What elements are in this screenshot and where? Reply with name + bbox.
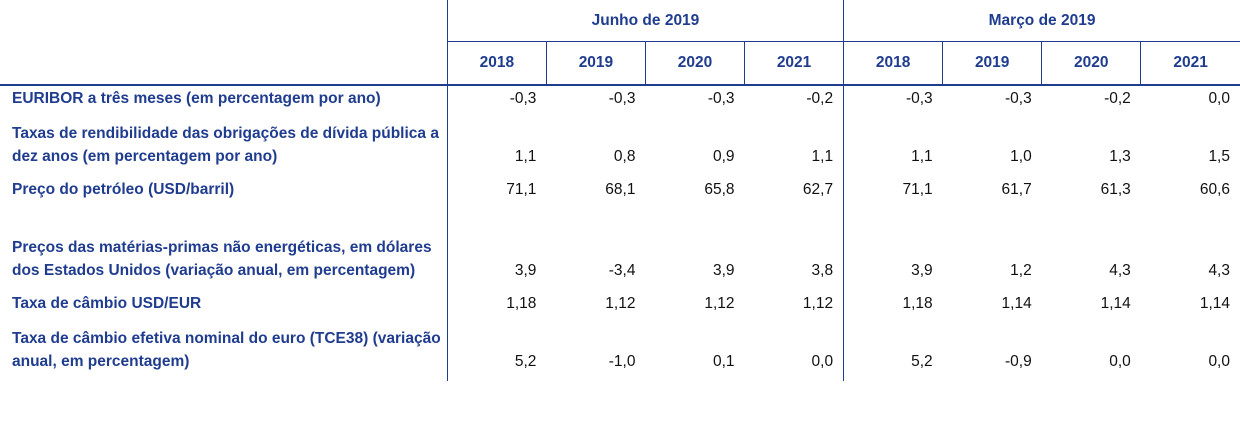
corner-cell (0, 0, 447, 42)
cell-value: 1,5 (1208, 148, 1230, 165)
cell-value: 60,6 (1199, 181, 1230, 198)
cell-value: 71,1 (843, 176, 943, 209)
cell-value: 1,18 (843, 290, 943, 323)
group-header-march-2019: Março de 2019 (843, 0, 1240, 42)
cell-value: 61,3 (1100, 181, 1131, 198)
cell-value: -0,3 (843, 85, 943, 118)
row-label: Taxa de câmbio efetiva nominal do euro (… (0, 323, 448, 381)
cell-value: 3,9 (712, 262, 735, 279)
cell-value: 0,8 (613, 148, 636, 165)
cell-value: 62,7 (802, 181, 834, 198)
cell-value: -3,4 (608, 262, 636, 279)
year-corner-cell (0, 41, 448, 86)
cell-value: 3,9 (843, 209, 943, 290)
year-header: 2019 (545, 41, 646, 86)
cell-value: 0,0 (1208, 353, 1230, 370)
year-header: 2018 (446, 41, 547, 86)
cell-value: 3,8 (811, 262, 834, 279)
cell-value: 0,0 (1208, 90, 1230, 107)
cell-value: 0,9 (712, 148, 735, 165)
cell-value: -0,3 (509, 90, 537, 107)
year-header: 2021 (1140, 41, 1240, 86)
cell-value: 0,1 (712, 353, 735, 370)
cell-value: 1,1 (811, 148, 834, 165)
table-row: Taxa de câmbio efetiva nominal do euro (… (0, 323, 1240, 381)
cell-value: 1,14 (1001, 295, 1032, 312)
cell-value: -0,3 (1005, 90, 1032, 107)
cell-value: 0,0 (1109, 353, 1131, 370)
cell-value: 61,7 (1001, 181, 1032, 198)
cell-value: -0,2 (806, 90, 834, 107)
cell-value: 1,0 (1010, 148, 1032, 165)
cell-value: -0,2 (1104, 90, 1131, 107)
cell-value: 1,14 (1100, 295, 1131, 312)
year-header-row: 2018 2019 2020 2021 2018 2019 2020 2021 (0, 41, 1240, 86)
year-header: 2018 (843, 41, 943, 86)
cell-value: 68,1 (605, 181, 636, 198)
cell-value: 4,3 (1208, 262, 1230, 279)
cell-value: 5,2 (514, 353, 537, 370)
cell-value: 5,2 (843, 323, 943, 381)
cell-value: -0,3 (608, 90, 636, 107)
cell-value: 1,1 (843, 118, 943, 176)
cell-value: 1,12 (605, 295, 636, 312)
year-header: 2020 (644, 41, 745, 86)
cell-value: -1,0 (608, 353, 636, 370)
cell-value: -0,9 (1005, 353, 1032, 370)
table-row: Taxa de câmbio USD/EUR 1,18 1,12 1,12 1,… (0, 290, 1240, 323)
cell-value: 1,18 (506, 295, 537, 312)
cell-value: 1,3 (1109, 148, 1131, 165)
cell-value: 1,14 (1199, 295, 1230, 312)
row-label: Preço do petróleo (USD/barril) (0, 176, 448, 209)
group-header-june-2019: Junho de 2019 (446, 0, 844, 42)
cell-value: 4,3 (1109, 262, 1131, 279)
cell-value: 1,12 (802, 295, 834, 312)
table-row: EURIBOR a três meses (em percentagem por… (0, 85, 1240, 118)
table-row: Preços das matérias-primas não energétic… (0, 209, 1240, 290)
cell-value: 3,9 (514, 262, 537, 279)
cell-value: 1,1 (514, 148, 537, 165)
table-row: Taxas de rendibilidade das obrigações de… (0, 118, 1240, 176)
row-label: Taxas de rendibilidade das obrigações de… (0, 118, 448, 176)
cell-value: 65,8 (704, 181, 735, 198)
row-label: Preços das matérias-primas não energétic… (0, 209, 448, 290)
year-header: 2020 (1041, 41, 1141, 86)
cell-value: 1,2 (1010, 262, 1032, 279)
cell-value: 0,0 (811, 353, 834, 370)
group-header-row: Junho de 2019 Março de 2019 (0, 0, 1240, 42)
cell-value: 1,12 (704, 295, 735, 312)
year-header: 2021 (744, 41, 844, 86)
cell-value: 71,1 (506, 181, 537, 198)
year-header: 2019 (942, 41, 1042, 86)
table-row: Preço do petróleo (USD/barril) 71,1 68,1… (0, 176, 1240, 209)
projections-table: Junho de 2019 Março de 2019 2018 2019 20… (0, 0, 1240, 381)
row-label: Taxa de câmbio USD/EUR (0, 290, 448, 323)
cell-value: -0,3 (707, 90, 735, 107)
row-label: EURIBOR a três meses (em percentagem por… (0, 85, 448, 118)
